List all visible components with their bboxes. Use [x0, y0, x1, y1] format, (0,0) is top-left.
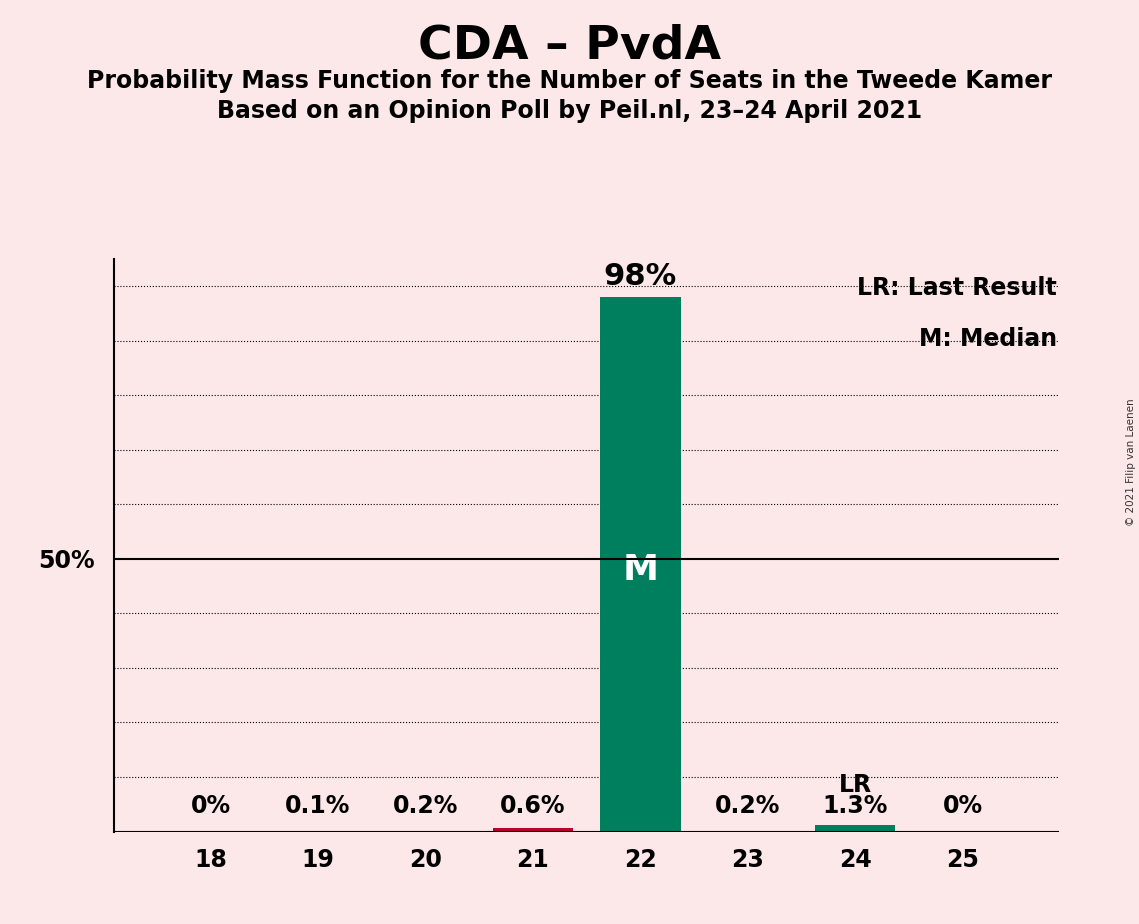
Bar — [707, 831, 788, 832]
Text: 0.6%: 0.6% — [500, 794, 566, 818]
Bar — [814, 824, 895, 832]
Text: 0.2%: 0.2% — [715, 794, 780, 818]
Text: 0.2%: 0.2% — [393, 794, 458, 818]
Text: Probability Mass Function for the Number of Seats in the Tweede Kamer: Probability Mass Function for the Number… — [87, 69, 1052, 93]
Text: M: M — [622, 553, 658, 587]
Text: 0%: 0% — [190, 794, 231, 818]
Text: M: Median: M: Median — [919, 327, 1057, 351]
Text: Based on an Opinion Poll by Peil.nl, 23–24 April 2021: Based on an Opinion Poll by Peil.nl, 23–… — [216, 99, 923, 123]
Text: CDA – PvdA: CDA – PvdA — [418, 23, 721, 68]
Text: 1.3%: 1.3% — [822, 794, 887, 818]
Bar — [385, 831, 466, 832]
Bar — [492, 828, 573, 832]
Bar — [600, 297, 681, 832]
Text: LR: Last Result: LR: Last Result — [858, 276, 1057, 300]
Text: 0%: 0% — [942, 794, 983, 818]
Text: © 2021 Filip van Laenen: © 2021 Filip van Laenen — [1126, 398, 1136, 526]
Text: 98%: 98% — [604, 262, 677, 291]
Text: 0.1%: 0.1% — [286, 794, 351, 818]
Text: LR: LR — [838, 773, 871, 797]
